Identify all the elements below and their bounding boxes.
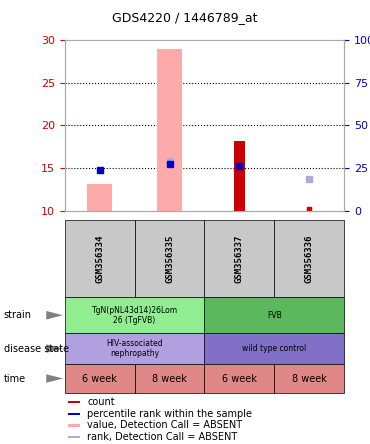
Bar [68,424,80,427]
Bar [135,364,204,393]
Polygon shape [46,374,63,383]
Bar [204,297,344,333]
Bar [157,48,182,211]
Text: FVB: FVB [267,311,282,320]
Bar [87,183,112,211]
Polygon shape [46,344,63,353]
Text: 6 week: 6 week [222,373,257,384]
Text: rank, Detection Call = ABSENT: rank, Detection Call = ABSENT [87,432,237,442]
Bar [274,220,344,297]
Bar [135,220,204,297]
Text: TgN(pNL43d14)26Lom
26 (TgFVB): TgN(pNL43d14)26Lom 26 (TgFVB) [91,305,178,325]
Text: strain: strain [4,310,32,320]
Text: percentile rank within the sample: percentile rank within the sample [87,409,252,419]
Bar [204,220,274,297]
Text: time: time [4,373,26,384]
Bar [68,413,80,415]
Bar [204,333,344,364]
Text: count: count [87,397,115,407]
Text: 6 week: 6 week [82,373,117,384]
Bar [68,436,80,438]
Text: GDS4220 / 1446789_at: GDS4220 / 1446789_at [112,11,258,24]
Text: value, Detection Call = ABSENT: value, Detection Call = ABSENT [87,420,242,431]
Bar [234,141,245,211]
Text: GSM356336: GSM356336 [305,234,314,283]
Text: GSM356337: GSM356337 [235,234,244,283]
Text: GSM356334: GSM356334 [95,234,104,283]
Bar [65,364,135,393]
Text: wild type control: wild type control [242,344,306,353]
Text: HIV-associated
nephropathy: HIV-associated nephropathy [106,339,163,358]
Text: disease state: disease state [4,344,69,353]
Polygon shape [46,311,63,320]
Bar [65,333,204,364]
Text: 8 week: 8 week [292,373,327,384]
Bar [68,401,80,403]
Bar [65,220,135,297]
Text: 8 week: 8 week [152,373,187,384]
Bar [204,364,274,393]
Bar [65,297,204,333]
Bar [274,364,344,393]
Text: GSM356335: GSM356335 [165,234,174,283]
